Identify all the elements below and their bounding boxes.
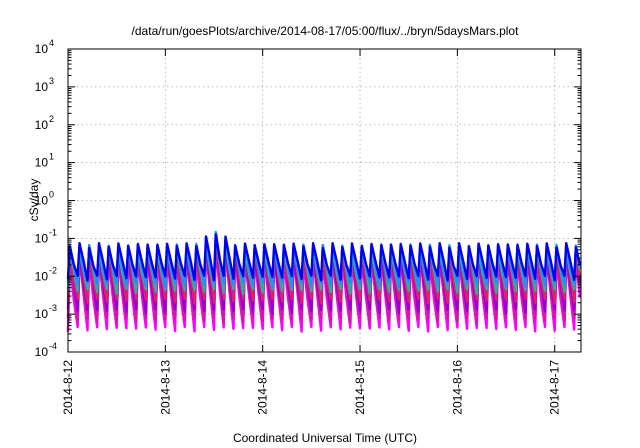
x-tick-label: 2014-8-17	[548, 360, 562, 415]
y-tick-exponent: 0	[49, 190, 54, 200]
y-tick-label: 10	[35, 231, 49, 245]
x-tick-label: 2014-8-12	[61, 360, 75, 415]
y-tick-label: 10	[35, 80, 49, 94]
y-tick-label: 10	[35, 269, 49, 283]
y-tick-label: 10	[35, 345, 49, 359]
chart-title: /data/run/goesPlots/archive/2014-08-17/0…	[132, 24, 520, 38]
y-tick-label: 10	[35, 307, 49, 321]
y-tick-exponent: -3	[49, 303, 57, 313]
series-line	[66, 230, 582, 289]
x-tick-label: 2014-8-15	[353, 360, 367, 415]
y-tick-exponent: -4	[49, 341, 57, 351]
y-tick-label: 10	[35, 194, 49, 208]
y-axis-label: cSv/day	[27, 179, 41, 222]
y-tick-label: 10	[35, 42, 49, 56]
x-tick-label: 2014-8-13	[158, 360, 172, 415]
x-axis: 2014-8-12 2014-8-13 2014-8-14 2014-8-15 2014…	[61, 49, 562, 415]
series-line	[66, 233, 582, 282]
x-tick-label: 2014-8-16	[450, 360, 464, 415]
y-tick-label: 10	[35, 118, 49, 132]
plot-lines	[66, 230, 582, 333]
y-tick-exponent: 1	[49, 152, 54, 162]
y-tick-exponent: -2	[49, 265, 57, 275]
x-tick-label: 2014-8-14	[256, 360, 270, 415]
y-tick-exponent: -1	[49, 227, 57, 237]
y-tick-label: 10	[35, 156, 49, 170]
y-tick-exponent: 3	[49, 76, 54, 86]
y-tick-exponent: 2	[49, 114, 54, 124]
x-axis-label: Coordinated Universal Time (UTC)	[233, 431, 417, 445]
y-tick-exponent: 4	[49, 38, 54, 48]
